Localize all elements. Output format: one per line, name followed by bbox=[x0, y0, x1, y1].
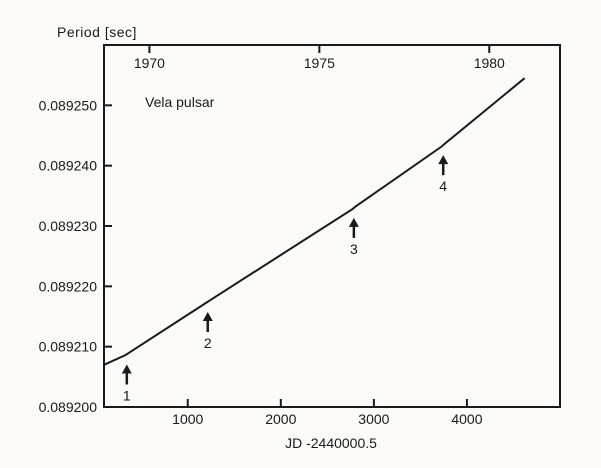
x-tick-label: 2000 bbox=[265, 411, 296, 427]
glitch-label: 3 bbox=[350, 241, 358, 257]
y-tick-label: 0.089250 bbox=[39, 97, 98, 113]
series-line-vela-period bbox=[103, 77, 526, 366]
top-axis-ticks: 1970 1975 1980 bbox=[134, 45, 505, 71]
x-tick-label: 3000 bbox=[358, 411, 389, 427]
y-axis-ticks: 0.089200 0.089210 0.089220 0.089230 0.089240… bbox=[39, 97, 112, 415]
chart-title: Period [sec] bbox=[57, 24, 137, 40]
y-tick-label: 0.089200 bbox=[39, 399, 98, 415]
glitch-arrow-head bbox=[121, 364, 132, 374]
glitch-arrow-head bbox=[348, 217, 359, 227]
x-tick-label: 1000 bbox=[172, 411, 203, 427]
glitch-arrow-head bbox=[202, 312, 213, 322]
top-tick-label: 1980 bbox=[474, 55, 505, 71]
glitch-label: 2 bbox=[204, 335, 212, 351]
y-tick-label: 0.089240 bbox=[39, 158, 98, 174]
x-axis-label: JD -2440000.5 bbox=[285, 435, 377, 451]
glitch-label: 1 bbox=[123, 388, 131, 404]
top-tick-label: 1970 bbox=[134, 55, 165, 71]
x-axis-ticks: 1000 2000 3000 4000 bbox=[172, 399, 483, 427]
glitch-arrow-head bbox=[438, 155, 449, 165]
y-tick-label: 0.089220 bbox=[39, 278, 98, 294]
glitch-label: 4 bbox=[439, 178, 447, 194]
top-tick-label: 1975 bbox=[304, 55, 335, 71]
y-tick-label: 0.089230 bbox=[39, 218, 98, 234]
series-annotation: Vela pulsar bbox=[145, 94, 215, 110]
x-tick-label: 4000 bbox=[451, 411, 482, 427]
y-tick-label: 0.089210 bbox=[39, 339, 98, 355]
glitch-markers: 1 2 3 4 bbox=[121, 155, 449, 404]
